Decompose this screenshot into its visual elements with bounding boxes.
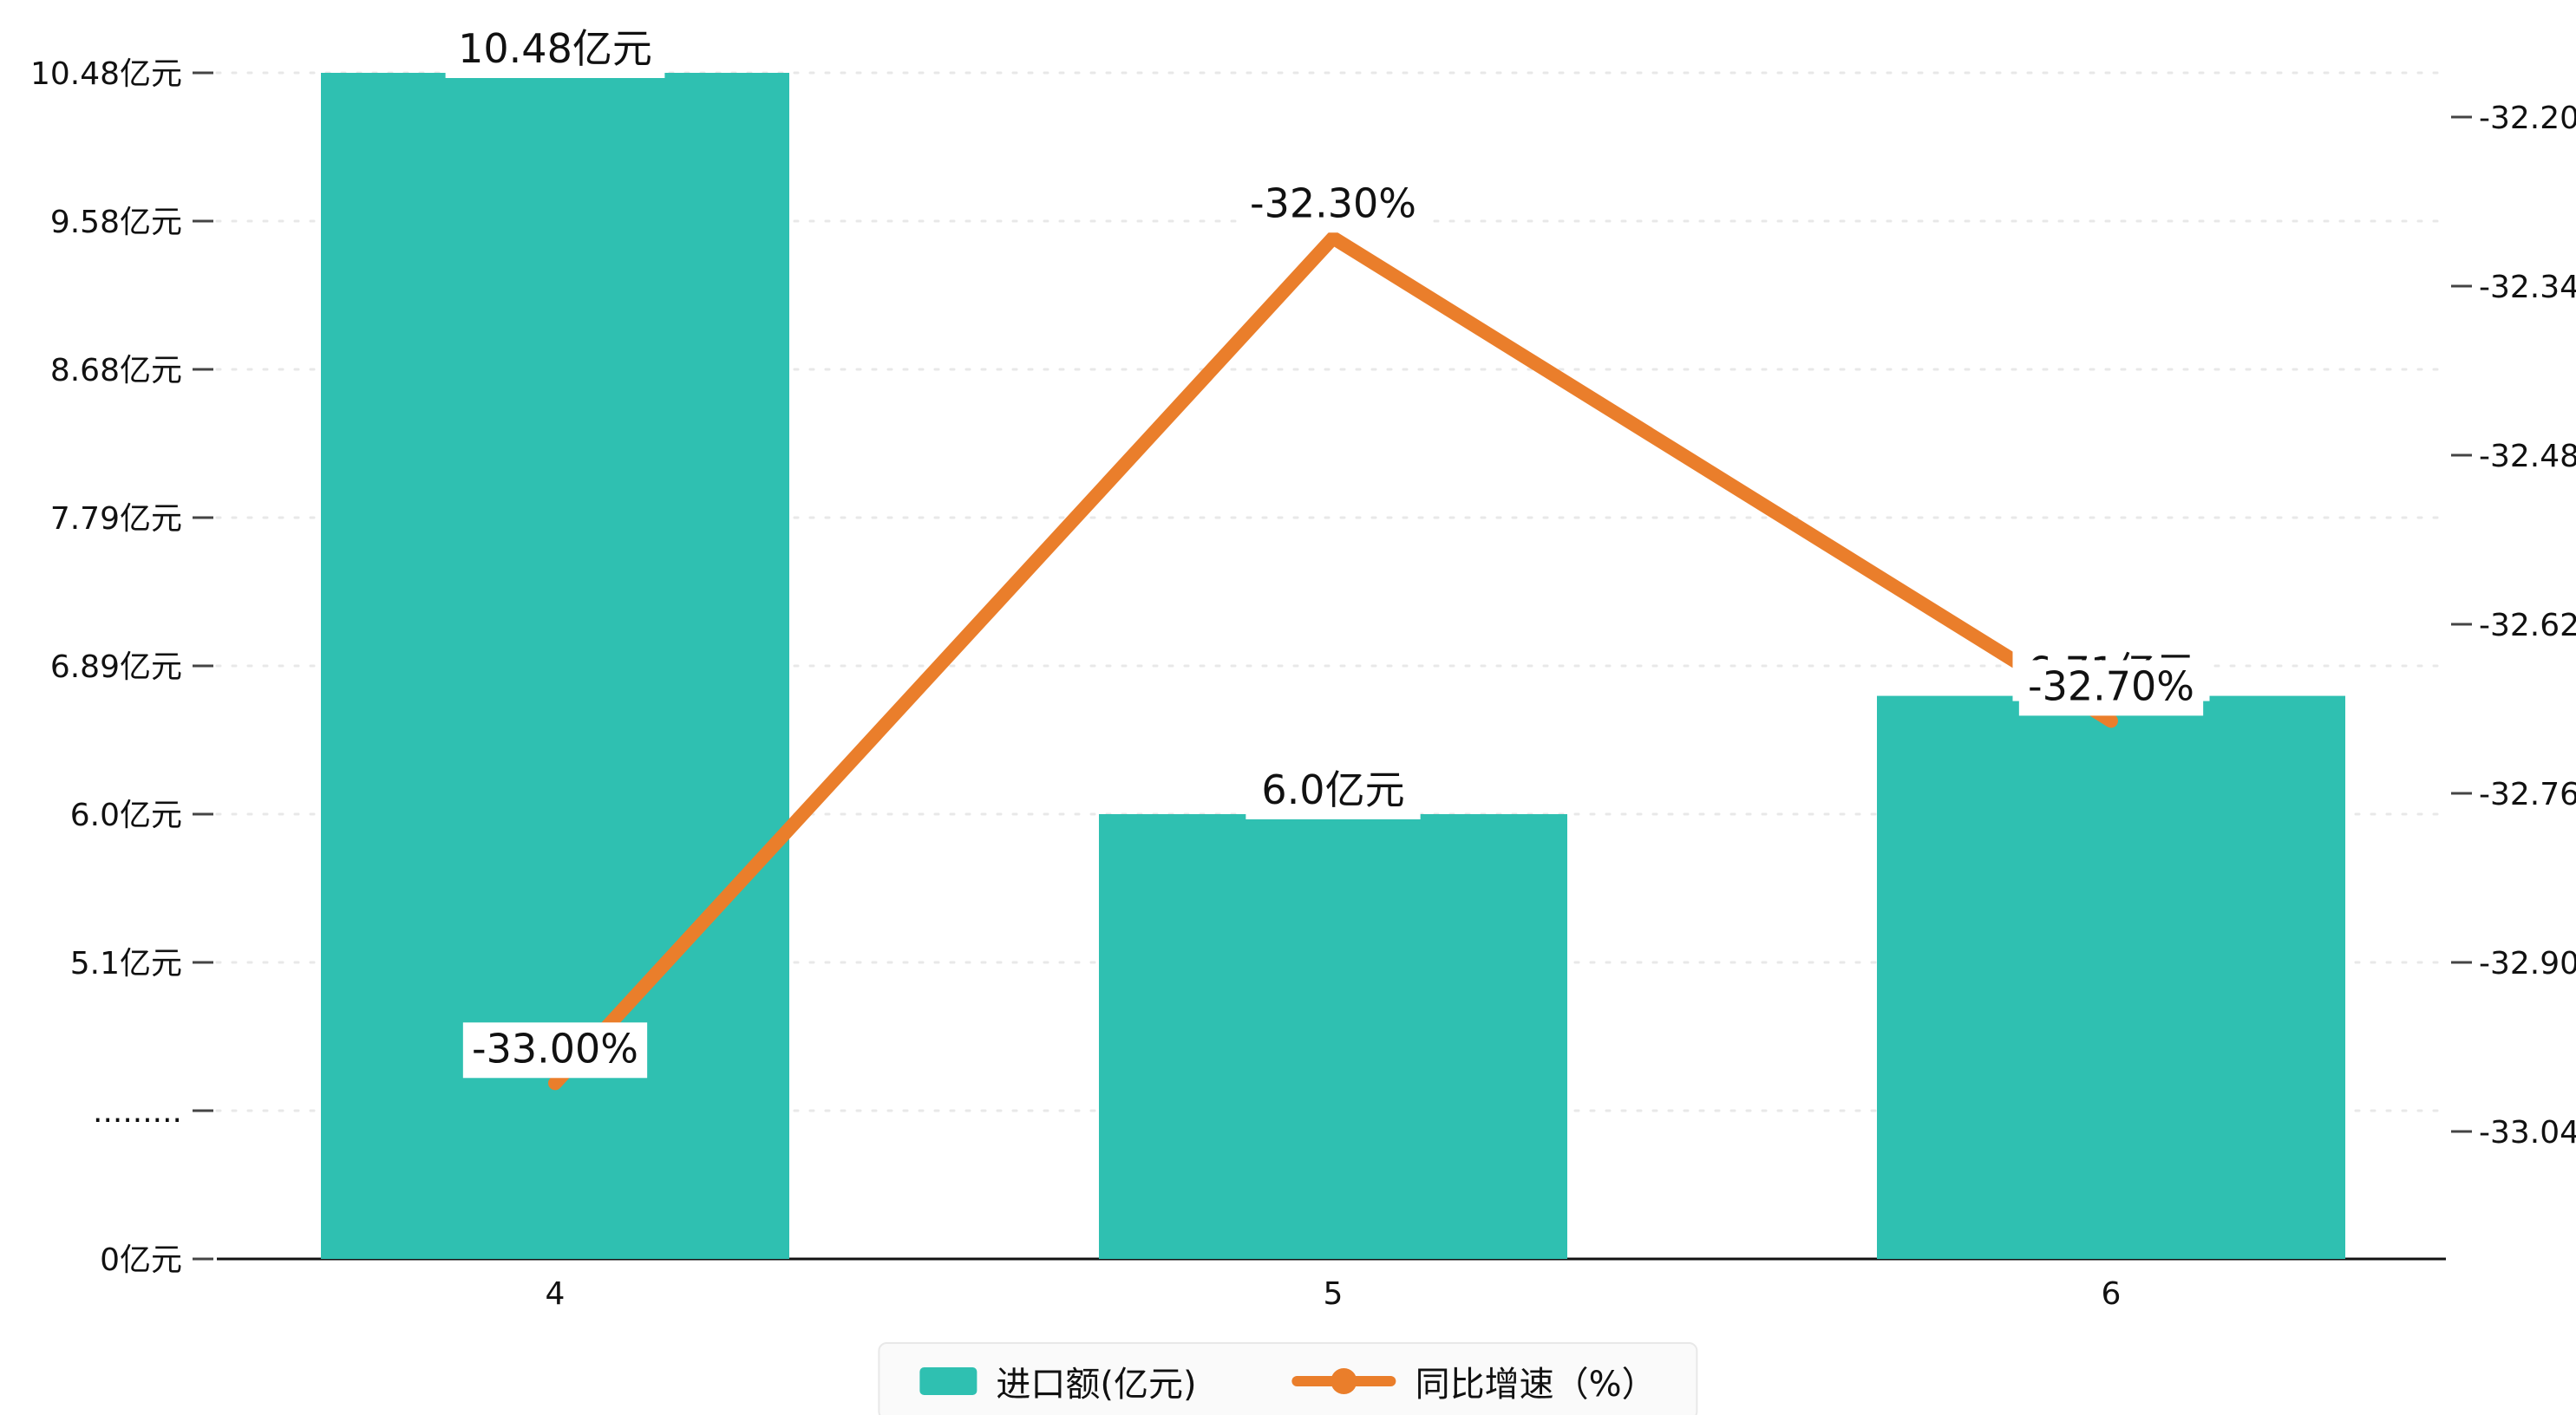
line-value-label: -32.70%	[2028, 662, 2194, 709]
left-axis-tick-label: 9.58亿元	[50, 205, 182, 240]
x-axis-tick-label: 5	[1324, 1276, 1344, 1312]
x-axis-tick-label: 6	[2102, 1276, 2122, 1312]
line-value-label-bg	[2018, 660, 2204, 716]
left-axis-tick-label: 6.89亿元	[50, 649, 182, 685]
bar	[1877, 695, 2345, 1259]
line-dot-marker-icon	[1291, 1367, 1396, 1395]
left-axis-tick-label: 0亿元	[100, 1242, 182, 1278]
line-series	[548, 231, 2118, 1091]
left-axis-tick-label: 6.0亿元	[70, 798, 182, 833]
line-marker-dot	[1330, 1368, 1357, 1394]
left-axis-tick-label: 5.1亿元	[70, 946, 182, 981]
left-axis-tick-label: 8.68亿元	[50, 353, 182, 388]
line-value-label-bg	[1240, 177, 1426, 233]
line-value-label: -33.00%	[472, 1025, 638, 1072]
line-value-label: -32.30%	[1250, 179, 1416, 226]
bar-value-label-bg	[1246, 764, 1421, 819]
x-axis-tick-label: 4	[546, 1276, 566, 1312]
bar	[1099, 814, 1567, 1259]
legend-label-import-amount: 进口额(亿元)	[996, 1365, 1197, 1405]
right-axis-tick-label: -32.34	[2479, 270, 2576, 305]
bar-value-label-bg	[445, 23, 665, 78]
legend-item-yoy-growth: 同比增速（%）	[1291, 1356, 1657, 1406]
legend-item-import-amount: 进口额(亿元)	[919, 1356, 1197, 1406]
right-axis-tick-label: -33.04	[2479, 1115, 2576, 1151]
right-axis-tick-label: -32.20	[2479, 101, 2576, 136]
bar-swatch-icon	[919, 1367, 977, 1395]
right-axis-tick-label: -32.76	[2479, 777, 2576, 812]
line-value-label-bg	[462, 1022, 648, 1079]
left-axis-tick-label: 7.79亿元	[50, 501, 182, 537]
legend-label-yoy-growth: 同比增速（%）	[1415, 1365, 1657, 1405]
left-axis-tick-label: 10.48亿元	[30, 56, 182, 92]
right-axis-tick-label: -32.62	[2479, 608, 2576, 643]
legend: 进口额(亿元) 同比增速（%）	[878, 1342, 1698, 1415]
right-axis-tick-label: -32.48	[2479, 439, 2576, 474]
bar-value-label: 10.48亿元	[458, 25, 652, 72]
left-axis-tick-label: .........	[93, 1094, 182, 1130]
bar-value-label: 6.0亿元	[1261, 766, 1404, 813]
right-axis-tick-label: -32.90	[2479, 946, 2576, 981]
